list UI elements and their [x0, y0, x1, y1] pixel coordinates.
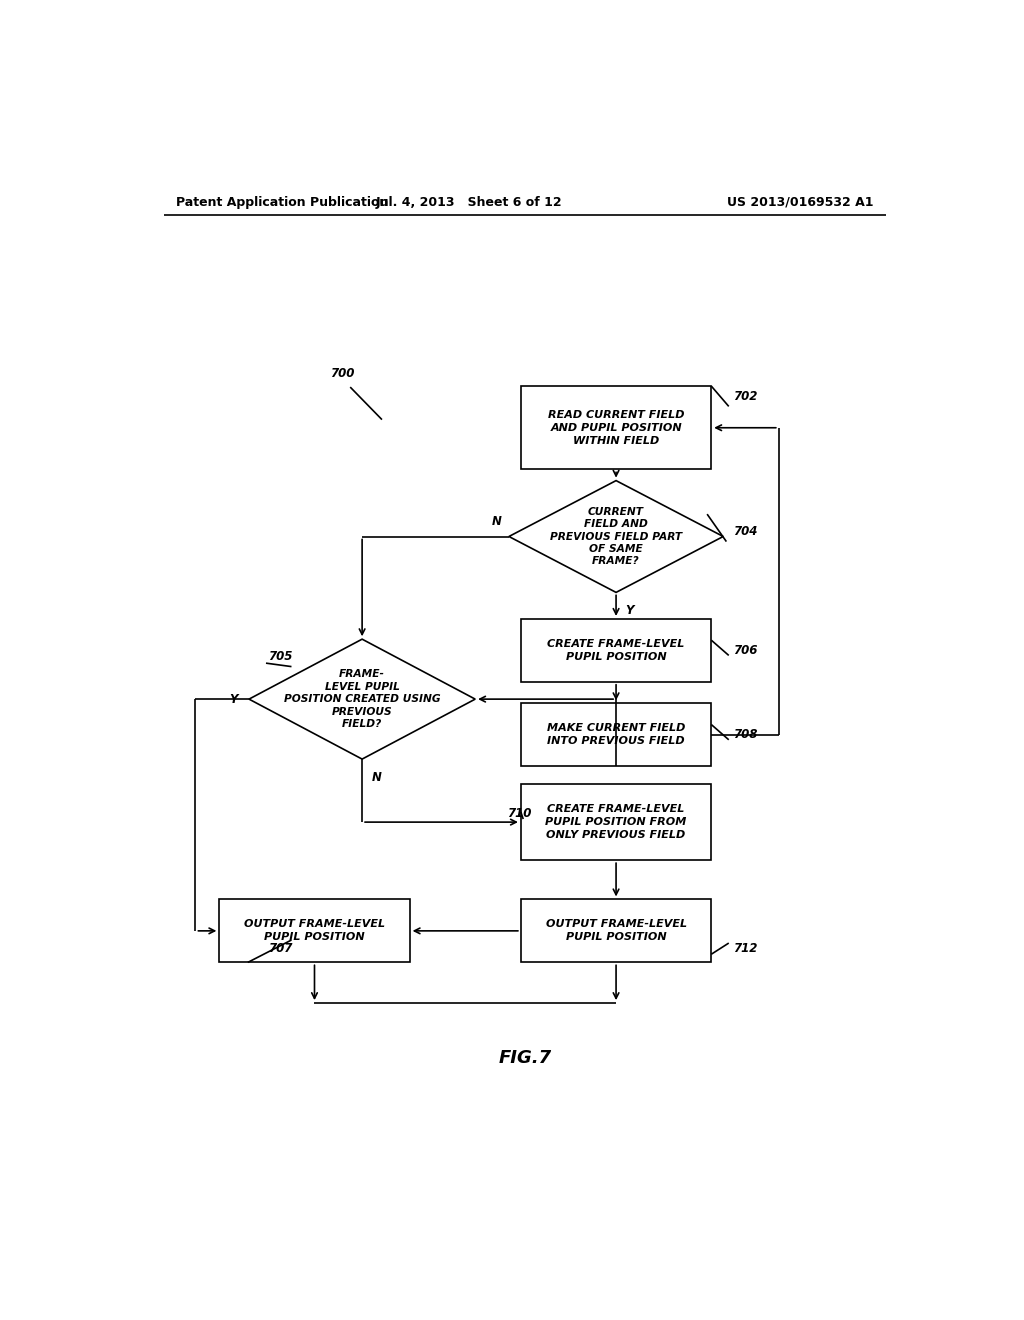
Polygon shape — [509, 480, 723, 593]
Text: FRAME-
LEVEL PUPIL
POSITION CREATED USING
PREVIOUS
FIELD?: FRAME- LEVEL PUPIL POSITION CREATED USIN… — [284, 669, 440, 729]
Text: MAKE CURRENT FIELD
INTO PREVIOUS FIELD: MAKE CURRENT FIELD INTO PREVIOUS FIELD — [547, 723, 685, 746]
Text: OUTPUT FRAME-LEVEL
PUPIL POSITION: OUTPUT FRAME-LEVEL PUPIL POSITION — [244, 920, 385, 942]
Text: Patent Application Publication: Patent Application Publication — [176, 195, 388, 209]
Text: N: N — [492, 515, 502, 528]
Text: CREATE FRAME-LEVEL
PUPIL POSITION: CREATE FRAME-LEVEL PUPIL POSITION — [548, 639, 685, 661]
FancyBboxPatch shape — [521, 899, 712, 962]
Text: FIG.7: FIG.7 — [499, 1049, 551, 1067]
FancyBboxPatch shape — [521, 704, 712, 766]
Text: CURRENT
FIELD AND
PREVIOUS FIELD PART
OF SAME
FRAME?: CURRENT FIELD AND PREVIOUS FIELD PART OF… — [550, 507, 682, 566]
Text: 702: 702 — [733, 389, 757, 403]
Text: US 2013/0169532 A1: US 2013/0169532 A1 — [727, 195, 873, 209]
FancyBboxPatch shape — [219, 899, 410, 962]
Text: CREATE FRAME-LEVEL
PUPIL POSITION FROM
ONLY PREVIOUS FIELD: CREATE FRAME-LEVEL PUPIL POSITION FROM O… — [546, 804, 687, 840]
Text: 706: 706 — [733, 644, 757, 657]
Text: 710: 710 — [507, 808, 531, 821]
Text: 708: 708 — [733, 729, 757, 742]
Polygon shape — [249, 639, 475, 759]
Text: Y: Y — [229, 693, 238, 706]
Text: 705: 705 — [267, 649, 292, 663]
FancyBboxPatch shape — [521, 784, 712, 861]
Text: Y: Y — [626, 605, 634, 618]
Text: 712: 712 — [733, 941, 757, 954]
Text: N: N — [372, 771, 382, 784]
Text: 707: 707 — [267, 941, 292, 954]
FancyBboxPatch shape — [521, 619, 712, 682]
Text: Jul. 4, 2013   Sheet 6 of 12: Jul. 4, 2013 Sheet 6 of 12 — [376, 195, 562, 209]
FancyBboxPatch shape — [521, 385, 712, 470]
Text: OUTPUT FRAME-LEVEL
PUPIL POSITION: OUTPUT FRAME-LEVEL PUPIL POSITION — [546, 920, 687, 942]
Text: 704: 704 — [733, 525, 757, 539]
Text: READ CURRENT FIELD
AND PUPIL POSITION
WITHIN FIELD: READ CURRENT FIELD AND PUPIL POSITION WI… — [548, 411, 684, 446]
Text: 700: 700 — [331, 367, 354, 380]
